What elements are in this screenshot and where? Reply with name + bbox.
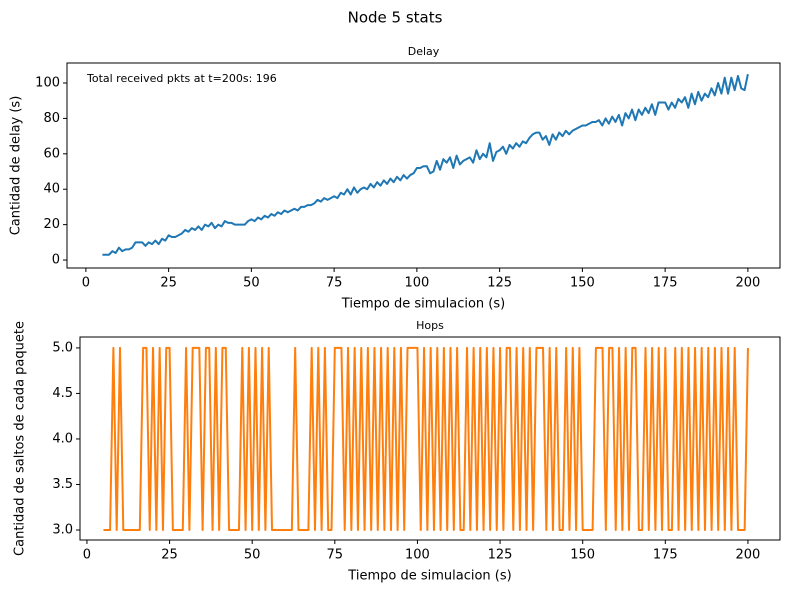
y-tick-label: 4.0 <box>52 431 73 446</box>
x-tick-label: 100 <box>405 548 430 563</box>
y-tick-label: 60 <box>43 146 60 161</box>
axes-title: Delay <box>408 45 440 58</box>
data-line <box>103 346 749 531</box>
y-tick-label: 4.5 <box>52 386 73 401</box>
x-tick-label: 75 <box>327 548 344 563</box>
x-tick-label: 0 <box>83 548 91 563</box>
y-tick-label: 40 <box>43 182 60 197</box>
x-tick-label: 125 <box>487 276 512 291</box>
x-tick-label: 25 <box>161 548 178 563</box>
x-tick-label: 0 <box>82 276 90 291</box>
x-tick-label: 25 <box>160 276 177 291</box>
y-tick-label: 3.5 <box>52 477 73 492</box>
axes-frame <box>79 336 781 541</box>
x-tick-label: 50 <box>244 548 261 563</box>
y-tick-label: 20 <box>43 217 60 232</box>
x-tick-label: 200 <box>736 548 761 563</box>
annotation: Total received pkts at t=200s: 196 <box>86 72 277 85</box>
figure-title: Node 5 stats <box>348 9 443 27</box>
x-tick-label: 50 <box>243 276 260 291</box>
x-tick-label: 175 <box>653 276 678 291</box>
x-tick-label: 200 <box>735 276 760 291</box>
y-axis-label: Cantidad de delay (s) <box>9 96 24 236</box>
x-tick-label: 100 <box>404 276 429 291</box>
y-tick-label: 80 <box>43 111 60 126</box>
axes-frame <box>66 62 781 269</box>
y-tick-label: 0 <box>52 253 60 268</box>
x-axis-label: Tiempo de simulacion (s) <box>347 569 511 584</box>
x-tick-label: 175 <box>653 548 678 563</box>
y-tick-label: 5.0 <box>52 340 73 355</box>
y-tick-label: 100 <box>35 76 60 91</box>
x-tick-label: 125 <box>488 548 513 563</box>
y-tick-label: 3.0 <box>52 522 73 537</box>
x-tick-label: 150 <box>570 548 595 563</box>
x-axis-label: Tiempo de simulacion (s) <box>341 297 505 312</box>
data-line <box>102 73 749 256</box>
y-axis-label: Cantidad de saltos de cada paquete <box>13 321 28 556</box>
axes-title: Hops <box>416 319 444 332</box>
x-tick-label: 150 <box>570 276 595 291</box>
x-tick-label: 75 <box>326 276 343 291</box>
